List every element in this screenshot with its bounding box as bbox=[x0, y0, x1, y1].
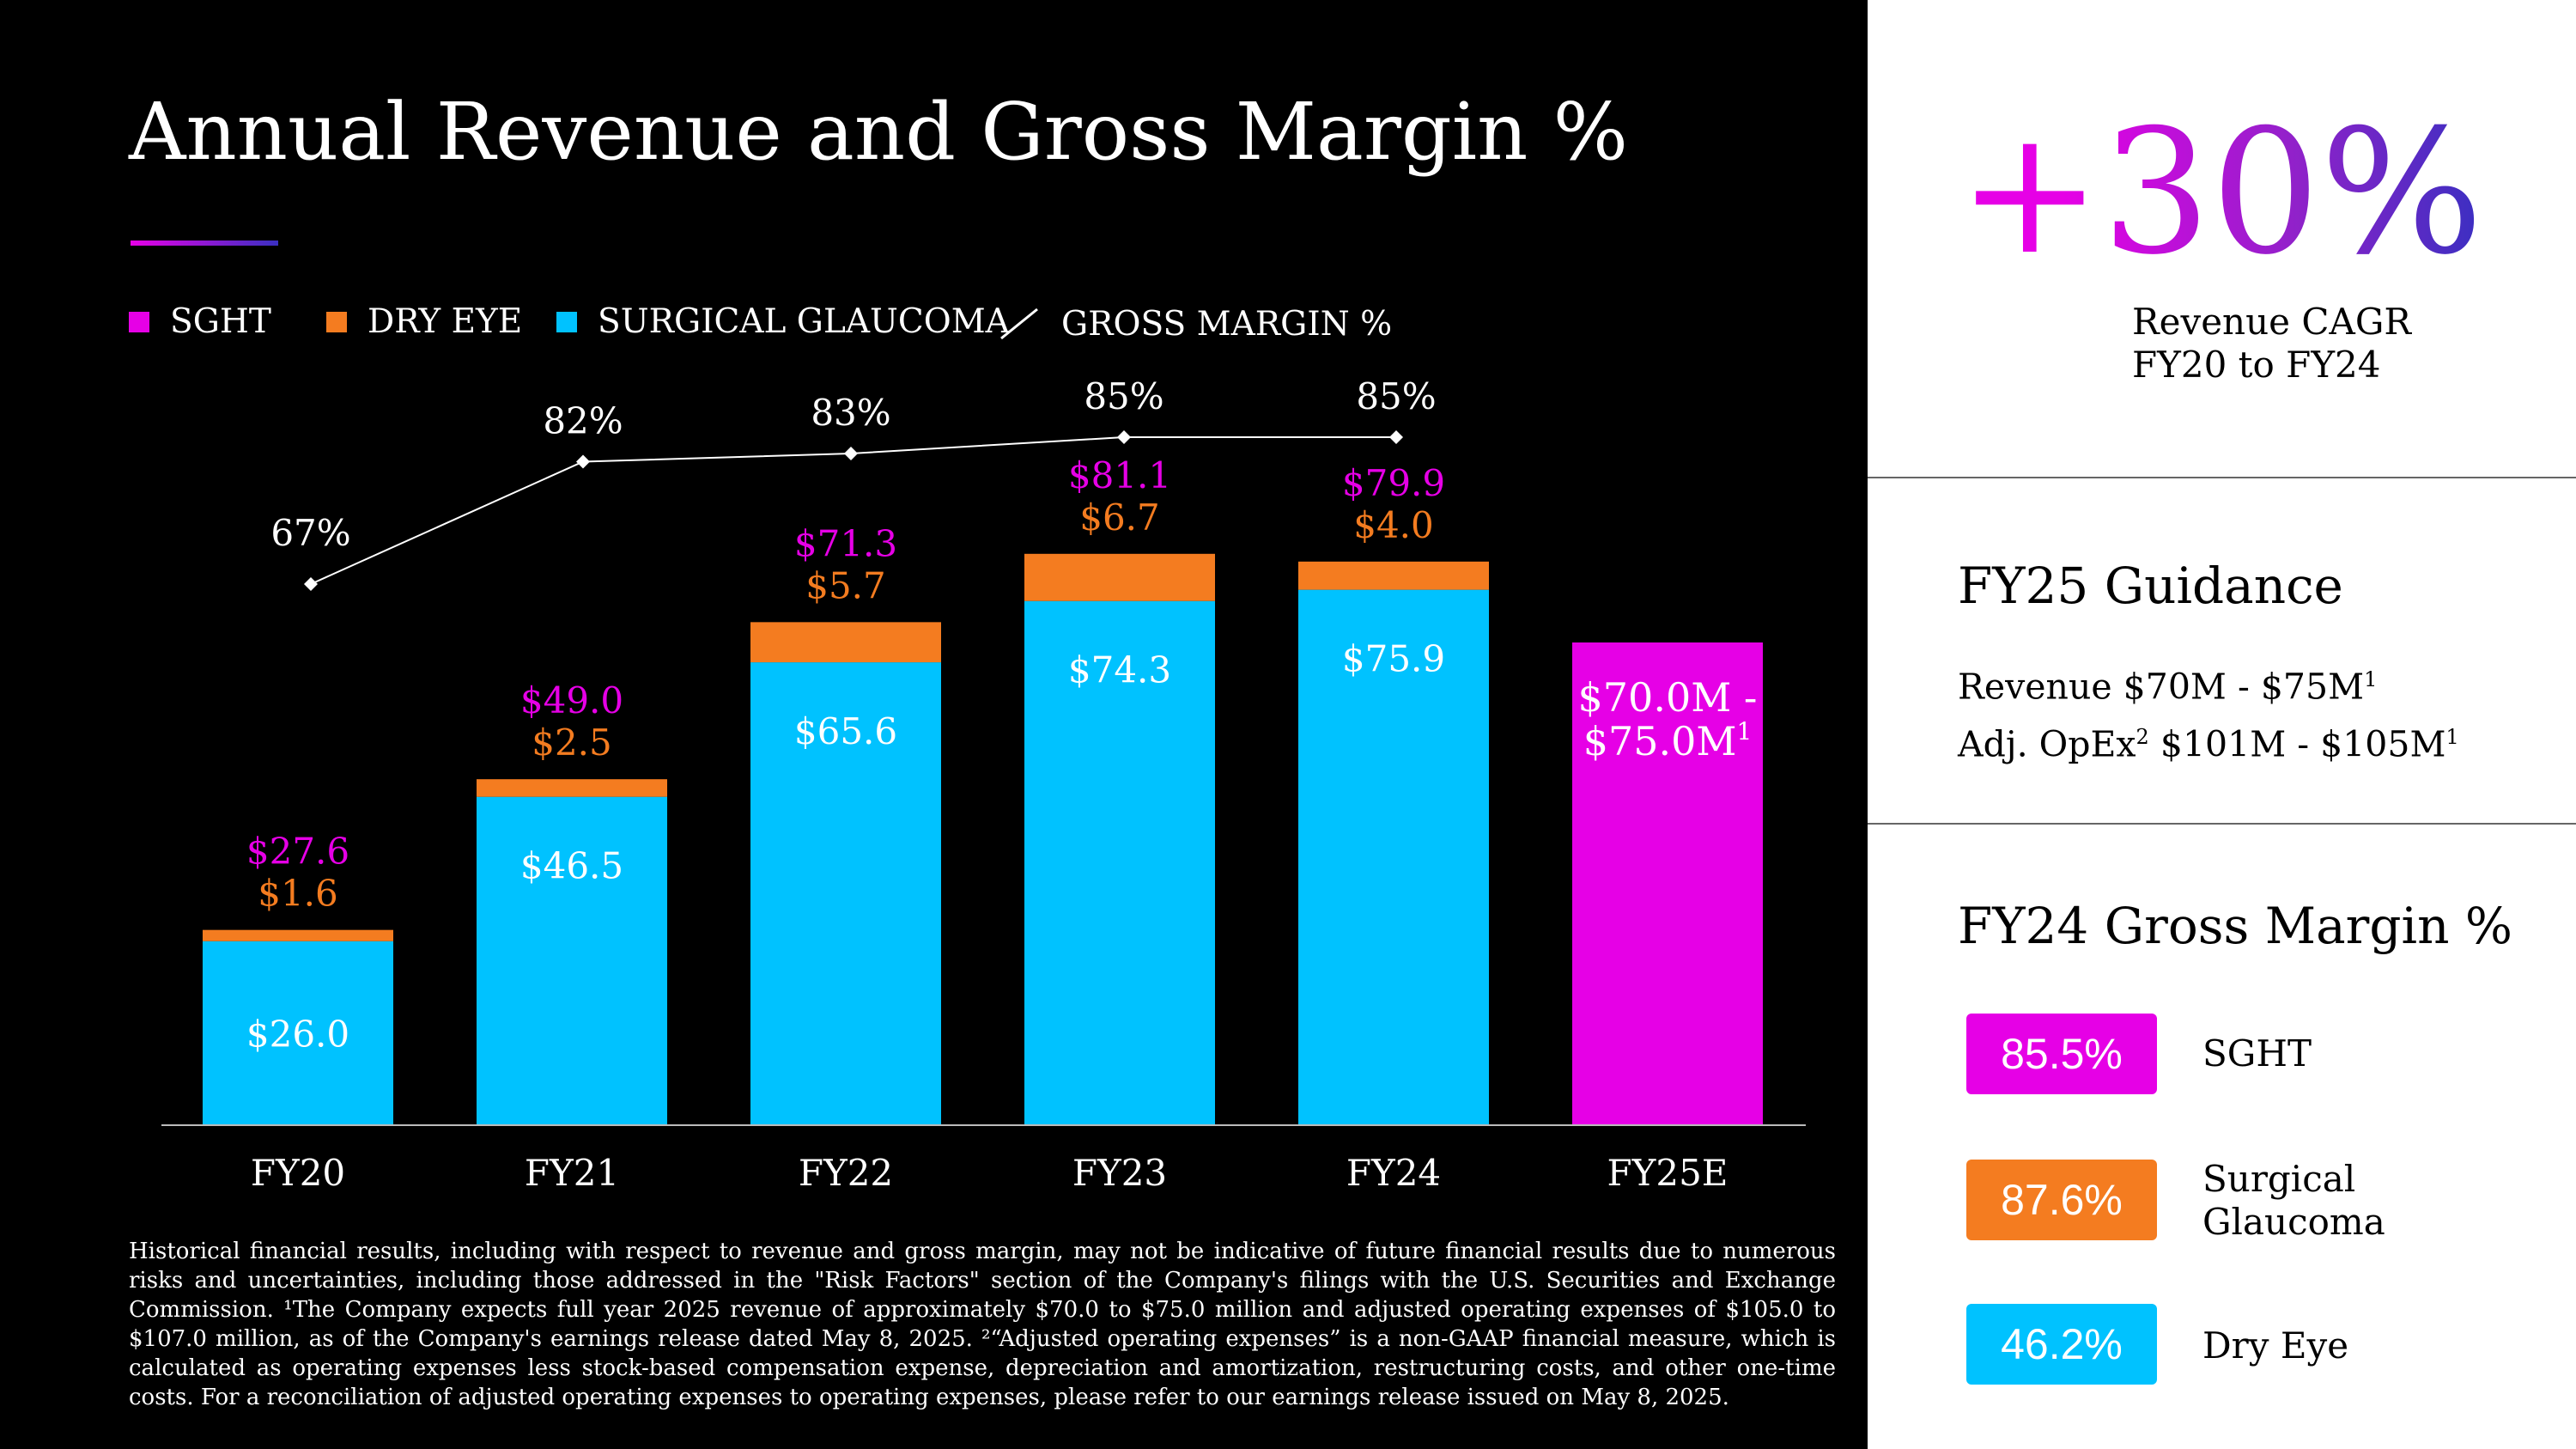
bar-segment-dry-eye bbox=[1024, 553, 1215, 601]
legend-swatch-sght bbox=[129, 311, 149, 332]
gm-badge-dry-eye: 46.2% bbox=[1966, 1304, 2157, 1385]
legend-item-dry-eye: DRY EYE bbox=[326, 302, 522, 341]
legend-item-gross-margin: GROSS MARGIN % bbox=[998, 302, 1392, 345]
bar-segment-sght bbox=[1572, 642, 1763, 1124]
bar-total-label: $71.3 bbox=[794, 522, 897, 564]
bar-segment-surgical-glaucoma bbox=[750, 662, 941, 1124]
sidebar-divider bbox=[1868, 823, 2576, 825]
x-tick-label: FY25E bbox=[1607, 1152, 1728, 1194]
gross-margin-point bbox=[1389, 430, 1403, 444]
bar-segment-dry-eye bbox=[750, 622, 941, 663]
bar-segment-surgical-glaucoma bbox=[477, 796, 667, 1124]
legend-label-dry-eye: DRY EYE bbox=[368, 302, 523, 341]
gross-margin-label: 67% bbox=[270, 512, 350, 554]
bar-label-dry-eye: $2.5 bbox=[532, 721, 612, 764]
guidance-opex-label: Adj. OpEx bbox=[1958, 723, 2136, 765]
bar-segment-dry-eye bbox=[477, 779, 667, 797]
bar-label-dry-eye: $5.7 bbox=[805, 564, 886, 606]
gross-margin-point bbox=[844, 447, 858, 460]
gm-badge-sght: 85.5% bbox=[1966, 1014, 2157, 1094]
bar-total-label: $81.1 bbox=[1068, 454, 1171, 496]
x-tick-label: FY22 bbox=[799, 1152, 893, 1194]
sidebar-divider bbox=[1868, 477, 2576, 478]
gm-label-sght: SGHT bbox=[2202, 1032, 2312, 1075]
gross-margin-title: FY24 Gross Margin % bbox=[1958, 897, 2512, 955]
legend-item-surgical-glaucoma: SURGICAL GLAUCOMA bbox=[556, 302, 1010, 341]
bar-label-surgical-glaucoma: $65.6 bbox=[794, 710, 897, 752]
gross-margin-point bbox=[576, 454, 590, 469]
guidance-title: FY25 Guidance bbox=[1958, 557, 2343, 615]
legend-line-icon bbox=[1000, 307, 1038, 340]
cagr-value: +30% bbox=[1958, 93, 2484, 293]
legend-swatch-dry-eye bbox=[326, 311, 347, 332]
legend-label-gross-margin: GROSS MARGIN % bbox=[1061, 304, 1393, 344]
bar-label-sght-line1: $70.0M - bbox=[1578, 674, 1758, 721]
guidance-opex-text: $101M - $105M bbox=[2148, 723, 2446, 765]
gross-margin-label: 83% bbox=[811, 392, 890, 434]
cagr-caption-line2: FY20 to FY24 bbox=[2132, 344, 2381, 386]
bar-label-dry-eye: $1.6 bbox=[258, 873, 338, 915]
gross-margin-label: 85% bbox=[1084, 375, 1163, 417]
x-tick-label: FY24 bbox=[1346, 1152, 1441, 1194]
legend-swatch-surgical-glaucoma bbox=[556, 311, 577, 332]
guidance-revenue-text: Revenue $70M - $75M bbox=[1958, 666, 2365, 708]
x-tick-label: FY21 bbox=[525, 1152, 619, 1194]
page-title: Annual Revenue and Gross Margin % bbox=[129, 86, 1629, 178]
chart-panel: Annual Revenue and Gross Margin % SGHT D… bbox=[129, 86, 1836, 1410]
gross-margin-point bbox=[304, 577, 318, 591]
guidance-opex: Adj. OpEx2 $101M - $105M1 bbox=[1958, 712, 2459, 770]
cagr-caption: Revenue CAGR FY20 to FY24 bbox=[2132, 301, 2411, 387]
bar-label-dry-eye: $4.0 bbox=[1353, 504, 1434, 546]
legend-label-surgical-glaucoma: SURGICAL GLAUCOMA bbox=[598, 302, 1010, 341]
footnote: Historical financial results, including … bbox=[129, 1239, 1836, 1410]
bar-total-label: $49.0 bbox=[520, 679, 623, 721]
footnote-marker: 1 bbox=[2445, 724, 2459, 749]
bar-segment-surgical-glaucoma bbox=[203, 941, 393, 1124]
bar-segment-surgical-glaucoma bbox=[1024, 600, 1215, 1124]
legend-item-sght: SGHT bbox=[129, 302, 271, 341]
bar-label-surgical-glaucoma: $75.9 bbox=[1342, 638, 1445, 680]
legend-label-sght: SGHT bbox=[170, 302, 271, 341]
bar-segment-dry-eye bbox=[203, 929, 393, 941]
guidance-details: Revenue $70M - $75M1 Adj. OpEx2 $101M - … bbox=[1958, 654, 2459, 769]
bar-label-surgical-glaucoma: $46.5 bbox=[520, 845, 623, 887]
bar-segment-dry-eye bbox=[1298, 561, 1489, 590]
gross-margin-point bbox=[1117, 430, 1131, 444]
gm-label-line: Glaucoma bbox=[2202, 1201, 2385, 1243]
bar-segment-surgical-glaucoma bbox=[1298, 589, 1489, 1124]
bar-label-surgical-glaucoma: $74.3 bbox=[1068, 649, 1171, 691]
revenue-chart: $26.0 $27.6$1.6 FY20 $46.5 $49.0$2.5 FY21 $65.… bbox=[161, 375, 1806, 1194]
sidebar: +30% Revenue CAGR FY20 to FY24 FY25 Guid… bbox=[1868, 0, 2576, 1449]
bar-label-surgical-glaucoma: $26.0 bbox=[246, 1013, 349, 1055]
guidance-revenue: Revenue $70M - $75M1 bbox=[1958, 654, 2459, 712]
bar-total-label: $79.9 bbox=[1342, 462, 1445, 504]
gm-label-surgical-glaucoma: Surgical Glaucoma bbox=[2202, 1158, 2460, 1244]
x-tick-label: FY23 bbox=[1072, 1152, 1167, 1194]
bar-label-sght-line2: $75.0M1 bbox=[1583, 717, 1753, 764]
bar-label-dry-eye: $6.7 bbox=[1079, 496, 1160, 539]
gross-margin-label: 85% bbox=[1356, 375, 1436, 417]
gross-margin-label: 82% bbox=[543, 400, 623, 442]
bar-total-label: $27.6 bbox=[246, 831, 349, 873]
gm-badge-surgical-glaucoma: 87.6% bbox=[1966, 1160, 2157, 1240]
footnote-marker: 1 bbox=[2364, 667, 2378, 691]
gm-label-line: Surgical bbox=[2202, 1158, 2356, 1200]
cagr-caption-line1: Revenue CAGR bbox=[2132, 301, 2412, 343]
footnote-marker: 2 bbox=[2136, 724, 2149, 749]
x-tick-label: FY20 bbox=[251, 1152, 345, 1194]
footnote-marker: 1 bbox=[1736, 717, 1752, 746]
gm-label-dry-eye: Dry Eye bbox=[2202, 1324, 2349, 1367]
title-underline bbox=[131, 240, 278, 246]
